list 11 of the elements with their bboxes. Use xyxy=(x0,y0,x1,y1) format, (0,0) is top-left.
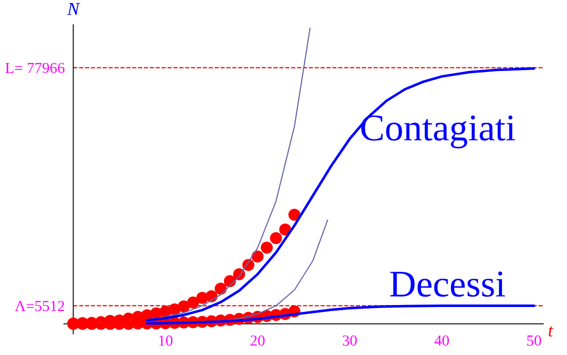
x-tick-label: 20 xyxy=(250,335,265,346)
x-tick-label: 30 xyxy=(342,335,357,346)
y-tick-label: Λ=5512 xyxy=(14,300,64,312)
x-tick-label: 10 xyxy=(159,335,172,346)
series-label: Decessi xyxy=(390,272,505,297)
series-label: Contagiati xyxy=(361,115,516,148)
x-axis-title: t xyxy=(548,326,554,337)
x-tick-label: 40 xyxy=(434,335,449,346)
y-axis-title: N xyxy=(67,3,80,15)
x-tick-label: 50 xyxy=(527,335,542,346)
y-tick-label: L= 77966 xyxy=(5,62,64,74)
